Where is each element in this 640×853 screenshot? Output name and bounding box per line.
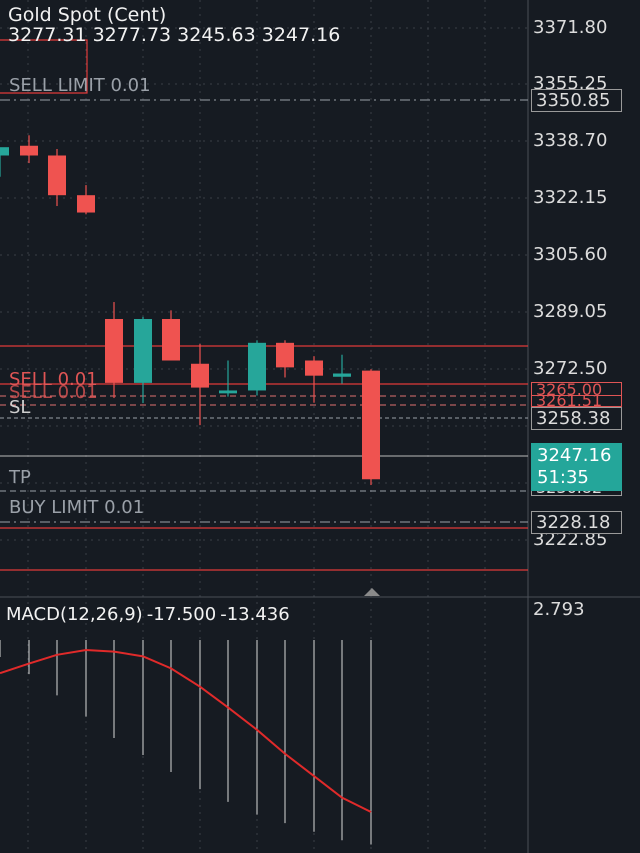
sell-order-label-ghost: SELL 0.01 [9,382,98,403]
open-value: 3277.31 [8,24,87,46]
candle-bear[interactable] [362,370,380,480]
sl-price-tag[interactable]: 3261.51 [531,395,622,407]
macd-axis-label: 2.793 [533,599,585,620]
price-label: 3371.80 [533,17,608,38]
price-label: 3272.50 [533,358,608,379]
candle-bull[interactable] [248,342,266,391]
position-price-tag[interactable]: 3258.38 [531,407,622,430]
macd-signal-line [0,648,372,813]
macd-value-signal: -13.436 [220,604,290,625]
candle-bear[interactable] [77,195,95,213]
sell-limit-label[interactable]: SELL LIMIT 0.01 [9,75,151,96]
sl-label[interactable]: SL [9,397,31,418]
sell-order-label[interactable]: SELL 0.01 [9,369,98,390]
collapse-arrow-icon[interactable] [364,588,380,596]
candle-bear[interactable] [305,360,323,376]
symbol-title[interactable]: Gold Spot (Cent) [8,4,167,26]
close-value: 3247.16 [261,24,341,46]
macd-histogram [0,640,372,845]
high-value: 3277.73 [92,24,172,46]
candle-bull[interactable] [134,319,152,383]
ohlc-values: 3277.31 3277.73 3245.63 3247.16 [8,24,346,46]
low-value: 3245.63 [177,24,256,46]
price-label: 3338.70 [533,130,608,151]
grid-horizontal [0,27,528,541]
sell-price-tag[interactable]: 3265.00 [531,382,622,396]
candle-bear[interactable] [276,342,294,368]
sell-limit-price-tag[interactable]: 3350.85 [531,89,622,112]
macd-value-main: -17.500 [146,604,217,625]
candle-bear[interactable] [191,363,209,388]
price-label: 3355.25 [533,73,608,94]
candle-bear[interactable] [48,155,66,196]
price-label: 3289.05 [533,301,608,322]
candle-bull[interactable] [0,147,9,156]
buy-limit-label[interactable]: BUY LIMIT 0.01 [9,497,145,518]
candle-bull[interactable] [333,373,351,377]
price-label: 3305.60 [533,244,608,265]
candles[interactable] [0,135,380,486]
sell-limit-marker [0,39,88,94]
price-label: 3222.85 [533,529,608,550]
macd-header[interactable]: MACD(12,26,9) -17.500 -13.436 [6,604,294,625]
buy-limit-price-tag[interactable]: 3228.18 [531,511,622,534]
current-price-tag: 3247.16 51:35 [531,443,622,491]
macd-label: MACD(12,26,9) [6,604,143,625]
candle-bear[interactable] [105,319,123,383]
candle-bear[interactable] [162,319,180,361]
price-label: 3322.15 [533,187,608,208]
candle-bull[interactable] [219,390,237,394]
candle-countdown: 51:35 [537,467,589,488]
candle-bear[interactable] [20,145,38,156]
tp-label[interactable]: TP [9,467,31,488]
current-price-value: 3247.16 [537,445,612,466]
